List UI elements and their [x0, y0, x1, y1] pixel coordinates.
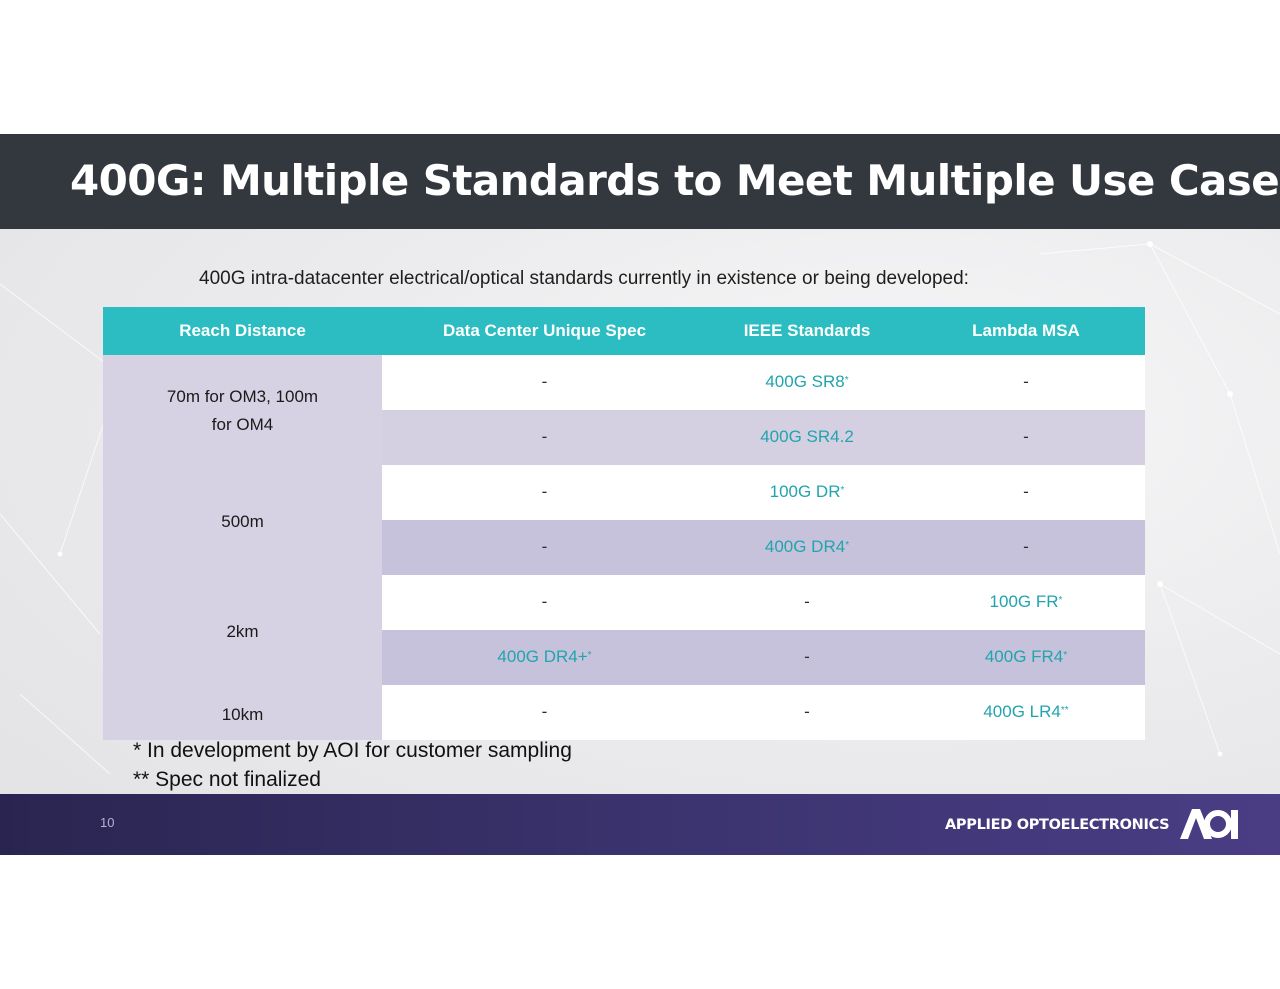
- table-cell-msa: 400G LR4 **: [907, 685, 1145, 740]
- title-bar: 400G: Multiple Standards to Meet Multipl…: [0, 134, 1280, 229]
- table-cell-ieee: -: [707, 685, 907, 740]
- brand-name: APPLIED OPTOELECTRONICS: [945, 817, 1170, 833]
- slide-subtitle: 400G intra-datacenter electrical/optical…: [199, 268, 969, 289]
- table-cell-msa: -: [907, 465, 1145, 520]
- footer-bar: 10 APPLIED OPTOELECTRONICS: [0, 794, 1280, 855]
- table-cell-ieee: 100G DR *: [707, 465, 907, 520]
- page-number: 10: [100, 815, 115, 830]
- header-data-center-unique-spec: Data Center Unique Spec: [382, 307, 707, 355]
- table-cell-dc: -: [382, 685, 707, 740]
- reach-label-om-line2: for OM4: [211, 414, 274, 434]
- table-cell-ieee: 400G SR8 *: [707, 355, 907, 410]
- table-cell-msa: -: [907, 410, 1145, 465]
- table-cell-dc: -: [382, 520, 707, 575]
- table-cell-dc: -: [382, 355, 707, 410]
- table-cell-dc: 400G DR4+ *: [382, 630, 707, 685]
- footnote-spec-not-finalized: ** Spec not finalized: [133, 768, 321, 791]
- header-lambda-msa: Lambda MSA: [907, 307, 1145, 355]
- table-cell-ieee: -: [707, 630, 907, 685]
- header-reach-distance: Reach Distance: [103, 307, 382, 355]
- table-cell-msa: -: [907, 520, 1145, 575]
- aoi-logo-icon: [1180, 809, 1238, 839]
- slide: 400G: Multiple Standards to Meet Multipl…: [0, 134, 1280, 855]
- reach-label-500m: 500m: [221, 511, 264, 531]
- table-cell-dc: -: [382, 575, 707, 630]
- header-ieee-standards: IEEE Standards: [707, 307, 907, 355]
- table-cell-ieee: 400G DR4 *: [707, 520, 907, 575]
- reach-label-2km: 2km: [226, 621, 259, 641]
- table-cell-ieee: 400G SR4.2: [707, 410, 907, 465]
- table-cell-msa: 100G FR *: [907, 575, 1145, 630]
- reach-column-bg: [103, 355, 382, 740]
- table-cell-msa: 400G FR4 *: [907, 630, 1145, 685]
- table-cell-dc: -: [382, 410, 707, 465]
- footnote-in-development: * In development by AOI for customer sam…: [133, 739, 572, 762]
- table-cell-msa: -: [907, 355, 1145, 410]
- table-cell-ieee: -: [707, 575, 907, 630]
- slide-title: 400G: Multiple Standards to Meet Multipl…: [70, 156, 1280, 205]
- table-cell-dc: -: [382, 465, 707, 520]
- reach-label-om: 70m for OM3, 100m: [166, 386, 319, 406]
- reach-label-10km: 10km: [221, 704, 264, 724]
